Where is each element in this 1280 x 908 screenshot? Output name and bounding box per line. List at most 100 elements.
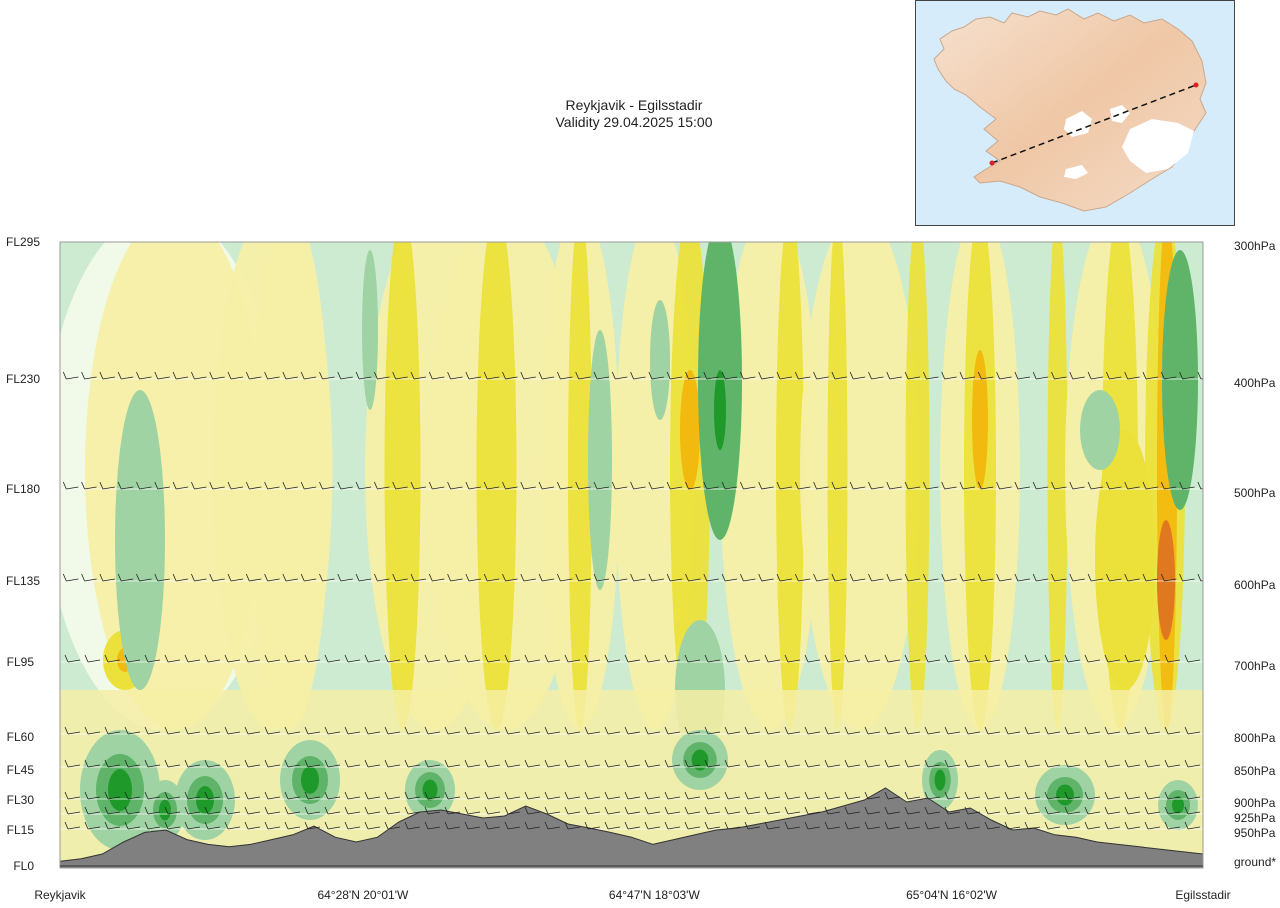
wind-barb: [688, 486, 701, 490]
wind-barb: [560, 486, 573, 490]
wind-barb: [327, 764, 341, 768]
wind-barb: [547, 826, 561, 830]
wind-barb: [727, 764, 741, 768]
wind-barb: [887, 659, 901, 663]
wind-barb: [607, 764, 621, 768]
wind-barb: [468, 486, 481, 490]
wind-barb: [1014, 371, 1019, 380]
wind-barb: [764, 806, 769, 815]
wind-barb: [644, 726, 649, 735]
wind-barb: [307, 659, 321, 663]
wind-barb: [984, 791, 989, 800]
wind-barb: [864, 821, 869, 830]
wind-barb: [444, 726, 449, 735]
wind-barb: [1069, 573, 1074, 582]
wind-barb: [853, 486, 866, 490]
wind-barb: [124, 791, 129, 800]
wind-barb: [267, 731, 281, 735]
wind-barb: [413, 578, 427, 582]
wind-barb: [824, 654, 829, 663]
wind-barb: [740, 371, 744, 380]
route-tick-label: 64°47'N 18°03'W: [608, 888, 700, 902]
wind-barb: [784, 654, 789, 663]
wind-barb: [784, 806, 789, 815]
wind-barb: [194, 486, 207, 490]
wind-barb: [1084, 791, 1089, 800]
wind-barb: [307, 826, 321, 830]
downdraft-cell-core: [159, 799, 171, 821]
wind-barb: [413, 242, 414, 243]
wind-barb: [684, 759, 689, 768]
wind-barb: [191, 371, 195, 380]
wind-barb: [887, 796, 901, 800]
wind-barb: [144, 821, 149, 830]
wind-barb: [706, 242, 707, 243]
route-start-marker: [989, 160, 995, 166]
wind-barb: [407, 764, 421, 768]
wind-barb: [684, 654, 689, 663]
wind-barb: [444, 791, 449, 800]
wind-barb: [67, 659, 81, 663]
wind-barb: [204, 806, 209, 815]
wind-barb: [424, 791, 429, 800]
wind-barb: [447, 371, 451, 380]
wind-barb: [633, 486, 646, 490]
wind-barb: [104, 726, 109, 735]
updraft-band: [800, 242, 920, 730]
wind-barb: [1127, 811, 1141, 815]
wind-barb: [505, 578, 518, 582]
wind-barb: [432, 578, 445, 582]
wind-barb: [824, 726, 829, 735]
wind-barb: [864, 654, 869, 663]
wind-barb: [834, 578, 847, 582]
wind-barb: [507, 796, 521, 800]
wind-barb: [209, 481, 214, 490]
wind-barb: [507, 659, 521, 663]
wind-barb: [787, 764, 801, 768]
wind-barb: [725, 376, 738, 380]
wind-barb: [807, 764, 821, 768]
wind-barb: [527, 826, 541, 830]
wind-barb: [176, 486, 189, 490]
wind-barb: [87, 731, 101, 735]
wind-barb: [413, 376, 427, 380]
pressure-tick-label: ground*: [1234, 855, 1277, 869]
wind-barb: [172, 573, 177, 582]
wind-barb: [607, 731, 621, 735]
wind-barb: [1107, 796, 1121, 800]
wind-barb: [1064, 654, 1069, 663]
wind-barb: [227, 481, 232, 490]
wind-barb: [124, 806, 129, 815]
wind-barb: [227, 731, 241, 735]
wind-barb: [743, 578, 756, 582]
wind-barb: [849, 481, 854, 490]
wind-barb: [923, 371, 927, 380]
wind-barb: [224, 726, 229, 735]
wind-barb: [304, 578, 317, 582]
wind-barb: [204, 821, 209, 830]
wind-barb: [669, 242, 671, 243]
wind-barb: [387, 826, 401, 830]
wind-barb: [707, 826, 721, 830]
wind-barb: [484, 654, 489, 663]
wind-barb: [1163, 242, 1165, 243]
wind-barb: [544, 759, 549, 768]
wind-barb: [627, 811, 641, 815]
wind-barb: [395, 376, 408, 380]
wind-barb: [1147, 811, 1161, 815]
wind-barb: [81, 371, 85, 380]
wind-barb: [139, 486, 152, 490]
wind-barb: [1147, 659, 1161, 663]
wind-barb: [285, 242, 286, 243]
wind-barb: [607, 826, 621, 830]
wind-barb: [187, 811, 201, 815]
wind-barb: [627, 796, 641, 800]
wind-barb: [1084, 726, 1089, 735]
wind-barb: [1124, 791, 1129, 800]
wind-barb: [102, 242, 103, 243]
wind-barb: [64, 654, 69, 663]
wind-barb: [743, 486, 756, 490]
wind-barb: [376, 242, 378, 243]
wind-barb: [633, 242, 634, 243]
wind-barb: [60, 487, 61, 488]
